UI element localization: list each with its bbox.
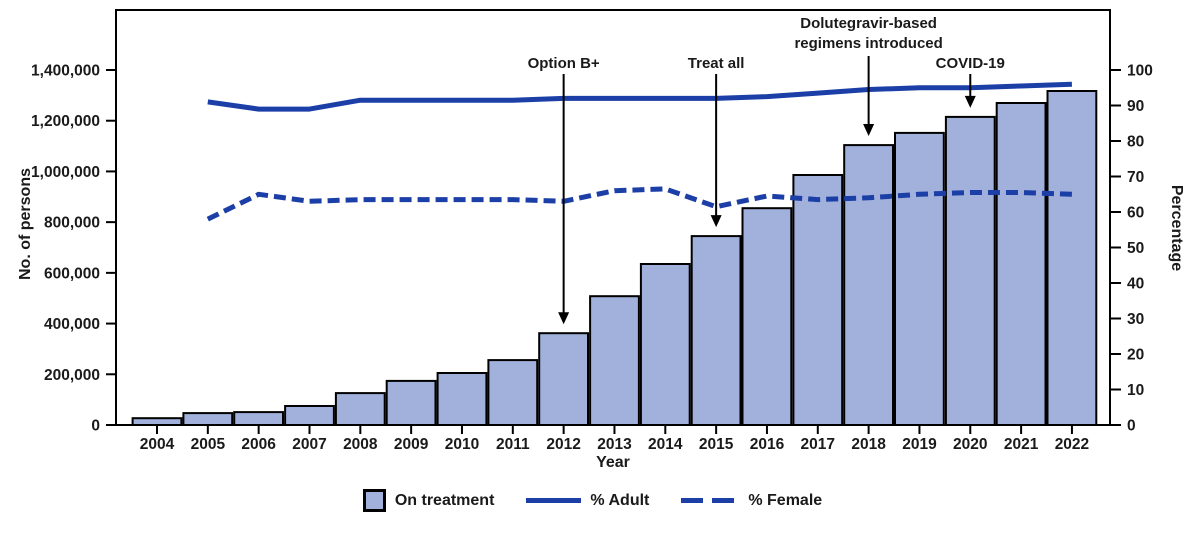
bar-2014 [639, 263, 691, 426]
y-left-tick-label: 1,200,000 [31, 113, 100, 130]
y-left-tick-label: 200,000 [44, 367, 100, 384]
y-left-tick-label: 800,000 [44, 215, 100, 232]
x-tick-label: 2011 [496, 436, 530, 453]
percent-adult-line [207, 81, 1072, 112]
plot-border [115, 9, 1111, 426]
annotation-arrowhead-icon [863, 124, 875, 137]
bars-layer [131, 90, 1098, 427]
annotation-text: Option B+ [528, 55, 600, 72]
x-tick-label: 2006 [241, 436, 276, 453]
x-tick-label: 2013 [597, 436, 632, 453]
y-right-tick-label: 90 [1127, 98, 1144, 115]
bar-2015 [690, 235, 742, 426]
x-tick-label: 2009 [394, 436, 429, 453]
annotations-layer: Option B+ Treat all Dolutegravir-based regi… [528, 15, 1005, 325]
y-left-tick-label: 0 [91, 418, 100, 435]
y-right-tick-label: 40 [1127, 276, 1144, 293]
bar-2006 [233, 411, 284, 427]
legend-label: % Adult [590, 491, 650, 509]
x-tick-label: 2007 [292, 436, 326, 453]
lines-layer [206, 81, 1072, 222]
solid-line-swatch-icon [526, 498, 582, 503]
bar-2004 [131, 417, 183, 427]
legend-item-on-treatment: On treatment [362, 489, 495, 512]
y-right-tick-label: 10 [1127, 382, 1144, 399]
bar-2011 [487, 359, 539, 427]
bar-2010 [436, 372, 488, 426]
x-tick-label: 2021 [1004, 436, 1039, 453]
bar-2007 [284, 405, 335, 426]
right-axis-title: Percentage [1168, 185, 1185, 271]
legend-label: % Female [748, 491, 823, 509]
y-right-tick-label: 60 [1127, 205, 1144, 222]
x-tick-label: 2018 [851, 436, 886, 453]
bar-2018 [843, 144, 895, 426]
legend-label: On treatment [394, 491, 495, 509]
bar-2016 [741, 207, 793, 426]
y-left-tick-label: 400,000 [44, 316, 100, 333]
y-left-tick-label: 1,000,000 [31, 164, 100, 181]
y-left-tick-label: 1,400,000 [31, 63, 100, 80]
bar-swatch-icon [362, 489, 386, 512]
bar-2020 [944, 115, 996, 427]
x-tick-label: 2016 [750, 436, 785, 453]
annotation-text: COVID-19 [936, 55, 1005, 72]
bar-2017 [792, 174, 844, 426]
y-right-tick-label: 70 [1127, 169, 1144, 186]
y-right-tick-label: 80 [1127, 134, 1144, 151]
annotation-text: regimens introduced [794, 35, 942, 52]
bar-2005 [182, 412, 234, 427]
bar-2012 [538, 332, 590, 427]
bar-2019 [894, 131, 945, 426]
x-tick-label: 2014 [648, 436, 683, 453]
x-tick-label: 2020 [953, 436, 987, 453]
x-tick-label: 2012 [546, 436, 580, 453]
y-right-tick-label: 30 [1127, 311, 1144, 328]
bar-2013 [589, 295, 640, 427]
y-right-tick-label: 20 [1127, 347, 1144, 364]
x-tick-label: 2017 [801, 436, 835, 453]
annotation-text: Dolutegravir-based [800, 15, 937, 32]
bar-2021 [995, 102, 1047, 426]
y-right-tick-label: 50 [1127, 240, 1144, 257]
bar-2022 [1046, 90, 1098, 426]
legend-item-percent-female: % Female [681, 492, 822, 510]
y-right-tick-label: 100 [1127, 63, 1153, 80]
bar-2008 [334, 392, 386, 427]
x-axis-title: Year [596, 454, 630, 471]
legend: On treatment % Adult % Female [0, 489, 1185, 512]
percent-female-line [206, 186, 1072, 222]
x-tick-label: 2019 [902, 436, 937, 453]
x-tick-label: 2005 [191, 436, 226, 453]
x-tick-label: 2008 [343, 436, 378, 453]
x-tick-label: 2004 [140, 436, 175, 453]
dashed-line-swatch-icon [681, 498, 740, 503]
annotation-arrowhead-icon [964, 95, 976, 108]
bar-2009 [385, 379, 437, 426]
annotation-arrowhead-icon [558, 312, 570, 325]
y-left-tick-label: 600,000 [44, 265, 100, 282]
annotation-arrowhead-icon [710, 215, 722, 228]
x-tick-label: 2022 [1055, 436, 1089, 453]
legend-item-percent-adult: % Adult [526, 492, 649, 510]
left-axis-title: No. of persons [17, 168, 34, 280]
y-right-tick-label: 0 [1127, 418, 1136, 435]
axes-layer: 0 200,000 400,000 600,000 800,000 1,000,000 1,… [31, 9, 1153, 453]
x-tick-label: 2010 [445, 436, 479, 453]
annotation-text: Treat all [688, 55, 745, 72]
x-tick-label: 2015 [699, 436, 734, 453]
